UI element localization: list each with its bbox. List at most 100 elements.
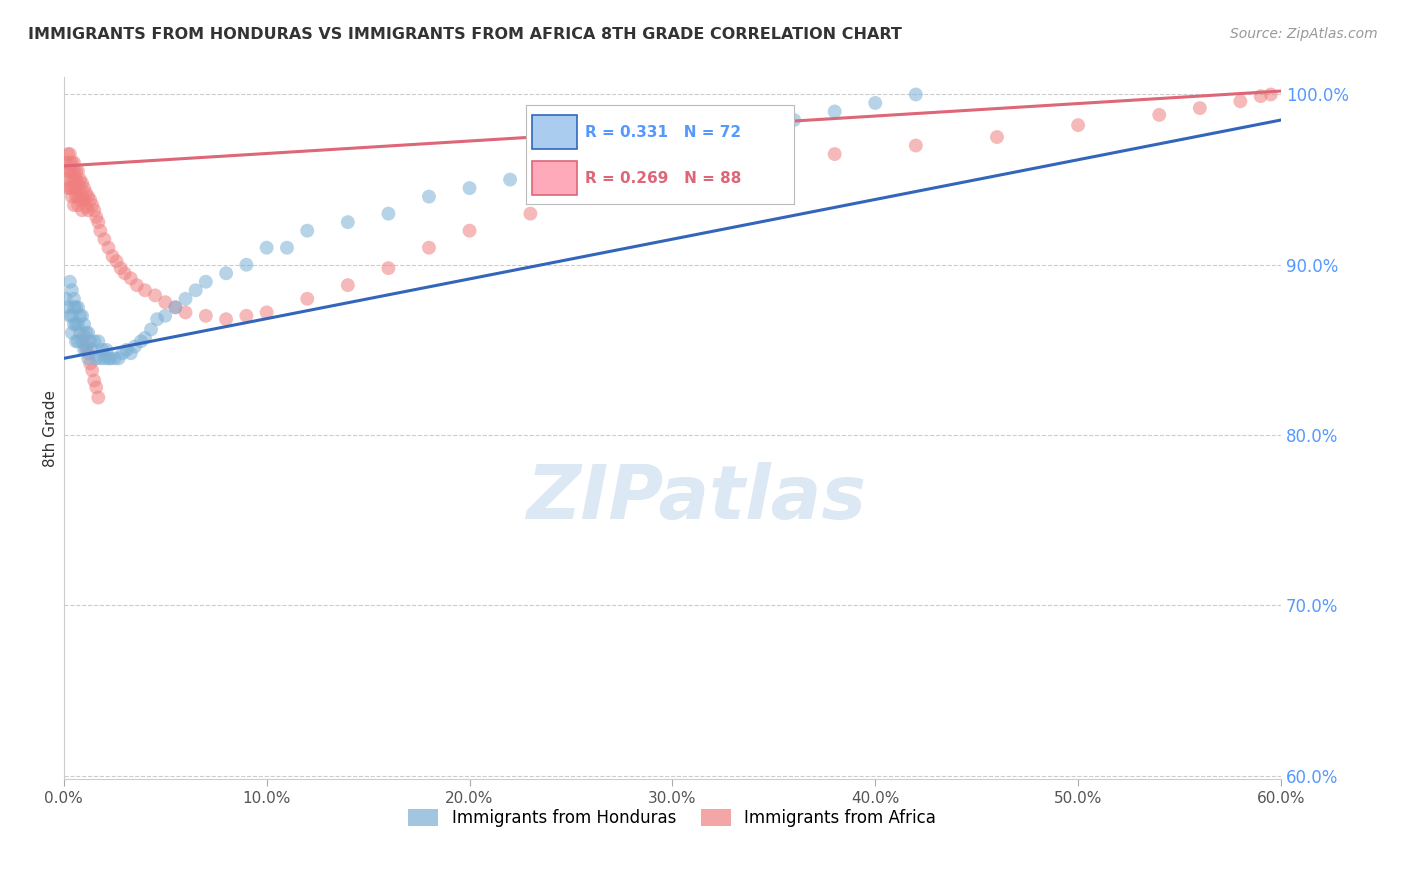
- Point: [115, 343, 138, 357]
- Point: [84, 351, 107, 366]
- Point: [174, 292, 197, 306]
- Point: [97, 351, 120, 366]
- Point: [75, 186, 97, 201]
- Point: [97, 241, 120, 255]
- Point: [89, 224, 111, 238]
- Point: [120, 271, 142, 285]
- Y-axis label: 8th Grade: 8th Grade: [44, 390, 58, 467]
- Point: [59, 155, 82, 169]
- Point: [60, 189, 83, 203]
- Point: [69, 309, 91, 323]
- Point: [84, 380, 107, 394]
- Point: [1188, 101, 1211, 115]
- Point: [73, 329, 96, 343]
- Point: [377, 207, 399, 221]
- Point: [59, 147, 82, 161]
- Point: [65, 181, 87, 195]
- Point: [620, 147, 643, 161]
- Point: [1147, 108, 1170, 122]
- Point: [59, 164, 82, 178]
- Point: [82, 343, 104, 357]
- Point: [55, 292, 77, 306]
- Point: [63, 198, 86, 212]
- Point: [69, 193, 91, 207]
- Point: [114, 266, 136, 280]
- Point: [69, 181, 91, 195]
- Point: [84, 210, 107, 224]
- Point: [1067, 118, 1090, 132]
- Point: [63, 172, 86, 186]
- Point: [235, 309, 257, 323]
- Point: [1260, 87, 1282, 102]
- Point: [904, 87, 927, 102]
- Point: [60, 309, 83, 323]
- Point: [418, 189, 440, 203]
- Point: [165, 300, 187, 314]
- Point: [93, 351, 115, 366]
- Point: [66, 300, 89, 314]
- Point: [1250, 89, 1272, 103]
- Point: [377, 261, 399, 276]
- Point: [70, 203, 93, 218]
- Point: [82, 198, 104, 212]
- Point: [59, 309, 82, 323]
- Point: [87, 391, 110, 405]
- Point: [105, 254, 128, 268]
- Point: [63, 292, 86, 306]
- Point: [59, 181, 82, 195]
- Point: [129, 334, 152, 349]
- Point: [96, 343, 118, 357]
- Point: [77, 346, 100, 360]
- Point: [75, 343, 97, 357]
- Point: [458, 224, 481, 238]
- Point: [79, 356, 101, 370]
- Point: [87, 215, 110, 229]
- Point: [155, 295, 177, 310]
- Point: [56, 164, 79, 178]
- Point: [91, 343, 114, 357]
- Point: [125, 278, 148, 293]
- Point: [63, 155, 86, 169]
- Point: [661, 172, 683, 186]
- Text: Source: ZipAtlas.com: Source: ZipAtlas.com: [1230, 27, 1378, 41]
- Point: [69, 172, 91, 186]
- Point: [77, 203, 100, 218]
- Point: [783, 113, 806, 128]
- Point: [256, 305, 278, 319]
- Point: [702, 130, 724, 145]
- Point: [143, 288, 166, 302]
- Point: [73, 343, 96, 357]
- Point: [134, 331, 156, 345]
- Point: [540, 164, 562, 178]
- Point: [120, 346, 142, 360]
- Point: [65, 300, 87, 314]
- Point: [1229, 95, 1251, 109]
- Point: [60, 326, 83, 340]
- Point: [77, 189, 100, 203]
- Point: [865, 95, 887, 110]
- Point: [66, 164, 89, 178]
- Point: [824, 147, 846, 161]
- Point: [56, 181, 79, 195]
- Point: [111, 346, 134, 360]
- Point: [65, 172, 87, 186]
- Point: [75, 200, 97, 214]
- Point: [93, 232, 115, 246]
- Point: [904, 138, 927, 153]
- Point: [77, 351, 100, 366]
- Point: [65, 164, 87, 178]
- Point: [519, 207, 541, 221]
- Point: [75, 339, 97, 353]
- Point: [83, 374, 105, 388]
- Point: [83, 334, 105, 349]
- Point: [215, 266, 238, 280]
- Point: [65, 334, 87, 349]
- Point: [66, 318, 89, 332]
- Point: [60, 155, 83, 169]
- Point: [139, 322, 162, 336]
- Point: [69, 326, 91, 340]
- Point: [100, 351, 122, 366]
- Point: [63, 181, 86, 195]
- Point: [60, 283, 83, 297]
- Point: [66, 176, 89, 190]
